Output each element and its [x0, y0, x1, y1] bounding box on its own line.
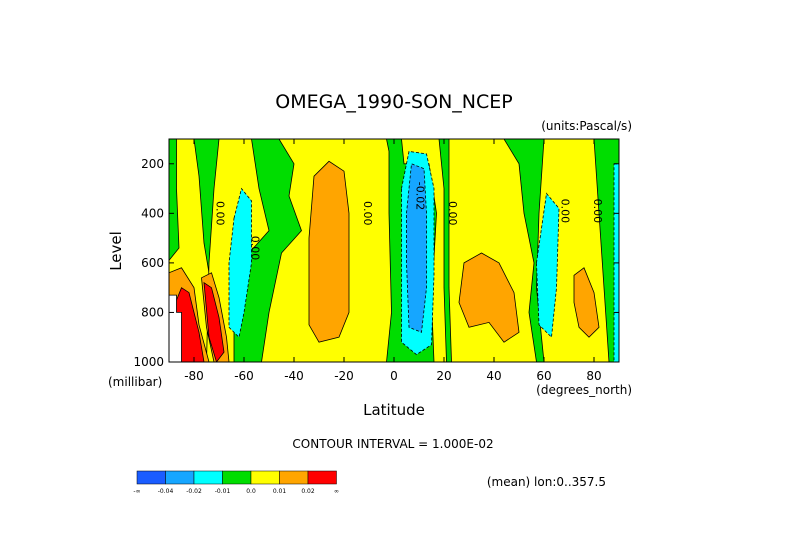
legend-swatch [165, 470, 195, 485]
x-tick-label: 80 [586, 369, 601, 383]
contour-label: 0.00 [446, 201, 459, 226]
field-red-south2 [203, 281, 225, 362]
contour-label: 0.00 [214, 201, 227, 226]
legend-label: 0.01 [273, 488, 287, 495]
legend-swatch [222, 470, 252, 485]
units-label: (units:Pascal/s) [541, 119, 632, 133]
y-axis: 200 400 600 800 1000 [133, 157, 619, 369]
x-tick-label: -80 [184, 369, 204, 383]
x-tick-label: 20 [436, 369, 451, 383]
legend-label: -0.01 [215, 488, 231, 495]
chart-title: OMEGA_1990-SON_NCEP [275, 91, 512, 113]
contour-label: 0.00 [361, 201, 374, 226]
contour-fields [169, 139, 619, 362]
legend-swatch [193, 470, 223, 485]
color-legend: -∞ -0.04 -0.02 -0.01 0.0 0.01 0.02 ∞ [133, 470, 339, 495]
legend-label: 0.0 [246, 488, 256, 495]
legend-swatch [307, 470, 337, 485]
field-orange-subtropics [308, 160, 350, 343]
y-axis-label: Level [107, 231, 125, 271]
y-tick-label: 400 [141, 206, 164, 220]
field-blue-tropics [406, 163, 427, 333]
y-tick-label: 1000 [133, 355, 164, 369]
contour-label: -0.02 [414, 182, 427, 210]
y-tick-label: 800 [141, 305, 164, 319]
legend-swatch [136, 470, 166, 485]
contour-label: 0.00 [591, 199, 604, 224]
x-tick-label: 0 [390, 369, 398, 383]
y-axis-units: (millibar) [108, 375, 162, 389]
legend-swatch [250, 470, 280, 485]
field-cyan-south [228, 187, 252, 339]
field-orange-polar [573, 267, 600, 338]
x-tick-label: -60 [234, 369, 254, 383]
legend-label: 0.02 [301, 488, 315, 495]
x-tick-label: -20 [334, 369, 354, 383]
legend-label: ∞ [334, 488, 339, 495]
x-axis-units: (degrees_north) [536, 383, 632, 397]
x-tick-label: 40 [486, 369, 501, 383]
contour-labels: 0.00 0.00 0.00 -0.02 0.00 0.00 0.00 [214, 182, 605, 260]
x-tick-label: -40 [284, 369, 304, 383]
contour-label: 0.00 [559, 199, 572, 224]
legend-label: -0.04 [158, 488, 174, 495]
legend-label: -0.02 [186, 488, 202, 495]
x-tick-label: 60 [536, 369, 551, 383]
field-cyan-north [536, 192, 560, 339]
contour-label: 0.00 [249, 236, 262, 261]
y-tick-label: 200 [141, 157, 164, 171]
mean-note: (mean) lon:0..357.5 [487, 475, 606, 489]
contour-interval-note: CONTOUR INTERVAL = 1.000E-02 [292, 437, 493, 451]
y-tick-label: 600 [141, 256, 164, 270]
legend-swatch [279, 470, 309, 485]
x-axis-label: Latitude [363, 401, 425, 419]
field-missing-antarctica [169, 294, 182, 362]
field-orange-north [458, 252, 520, 343]
x-axis: -80 -60 -40 -20 0 20 40 60 80 [184, 139, 602, 383]
legend-label: -∞ [133, 488, 140, 495]
